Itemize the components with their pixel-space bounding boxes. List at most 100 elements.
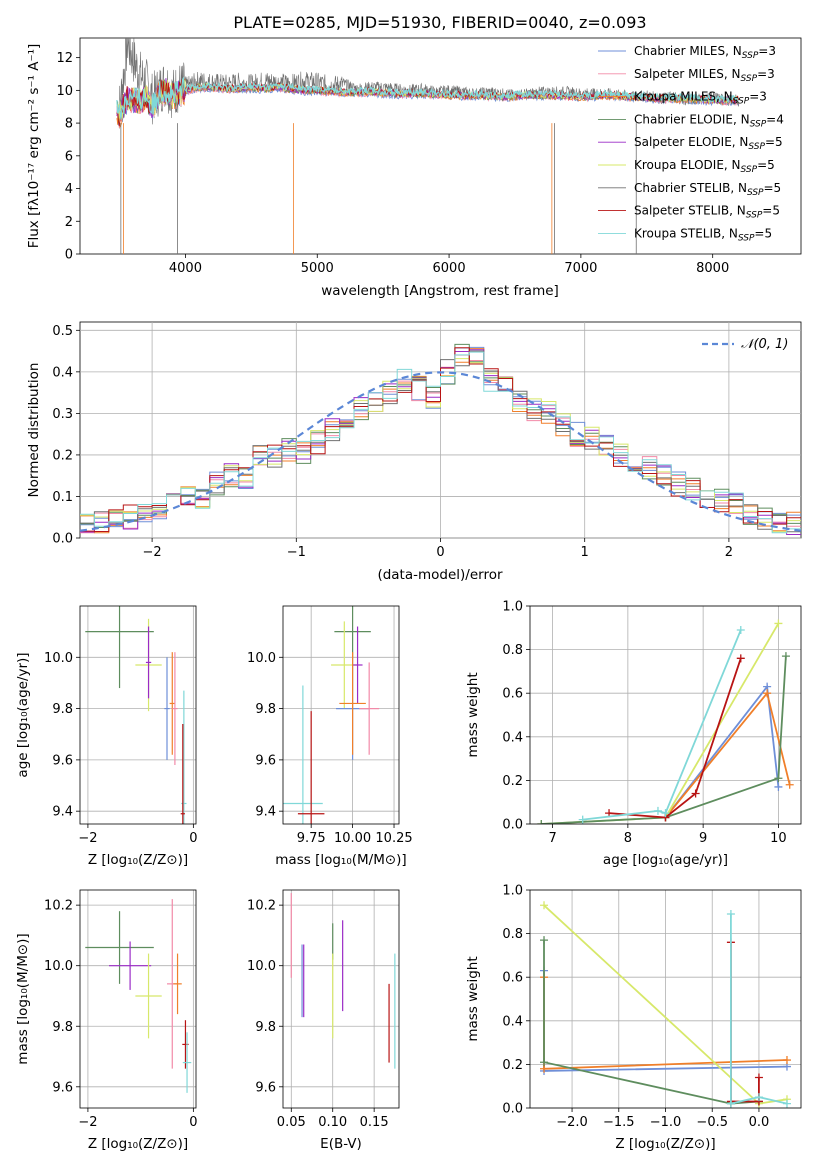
legend-entry-chabrier_stelib: Chabrier STELIB, NSSP=5 bbox=[634, 181, 781, 198]
massweight-vs-z-ytick-label: 0.0 bbox=[502, 1102, 523, 1117]
mass-vs-z-xtick-label: −2 bbox=[78, 1115, 97, 1130]
age-vs-mass-xtick-label: 10.25 bbox=[375, 831, 412, 846]
age-vs-z-axes-frame bbox=[79, 605, 197, 825]
massweight-vs-z-marker-salpeter_stelib bbox=[754, 1073, 763, 1082]
spectrum-panel: PLATE=0285, MJD=51930, FIBERID=0040, z=0… bbox=[26, 13, 802, 299]
massweight-vs-z-xtick-label: −2.0 bbox=[556, 1115, 588, 1130]
age-vs-mass-ytick-label: 9.4 bbox=[255, 805, 276, 820]
mass-vs-ebv-xtick-label: 0.15 bbox=[360, 1115, 389, 1130]
spectrum-ylabel: Flux [fλ10⁻¹⁷ erg cm⁻² s⁻¹ A⁻¹] bbox=[26, 44, 42, 249]
age-vs-mass-axes-frame bbox=[282, 605, 400, 825]
histogram-xtick-label: 0 bbox=[436, 545, 444, 560]
massweight-vs-age-ytick-label: 0.8 bbox=[502, 643, 523, 658]
massweight-vs-z-marker-chabrier_elodie bbox=[540, 1058, 549, 1067]
massweight-vs-age-axes-frame bbox=[529, 605, 802, 825]
histogram-xtick-label: 1 bbox=[581, 545, 589, 560]
age-vs-mass-xlabel: mass [log₁₀(M/M⊙)] bbox=[275, 852, 406, 868]
spectrum-xtick-label: 6000 bbox=[433, 261, 466, 276]
age-vs-z-ytick-label: 9.6 bbox=[52, 753, 73, 768]
massweight-vs-z-ylabel: mass weight bbox=[465, 956, 481, 1041]
legend-entry-salpeter_stelib: Salpeter STELIB, NSSP=5 bbox=[634, 204, 780, 221]
spectrum-axes-frame bbox=[79, 37, 802, 255]
age-vs-mass-ytick-label: 9.8 bbox=[255, 702, 276, 717]
age-vs-z-data bbox=[85, 606, 187, 824]
spectrum-plot-area bbox=[116, 38, 740, 254]
massweight-vs-age-line-chabrier_elodie bbox=[541, 656, 787, 824]
massweight-vs-age-ylabel: mass weight bbox=[465, 672, 481, 757]
legend-entry-salpeter_elodie: Salpeter ELODIE, NSSP=5 bbox=[634, 135, 783, 152]
histogram-xtick-label: 2 bbox=[725, 545, 733, 560]
massweight-vs-age-panel: 7 8 9 10 0.0 0.2 0.4 0.6 0.8 1.0 age [log₁₀(age/yr… bbox=[465, 600, 802, 868]
mass-vs-ebv-data bbox=[290, 893, 396, 1069]
massweight-vs-z-line-chabrier_elodie bbox=[543, 940, 759, 1105]
mass-vs-z-xtick-label: 0 bbox=[189, 1115, 197, 1130]
age-vs-z-panel: −2 0 9.4 9.6 9.8 10.0 Z [log₁₀(Z/Z⊙)] age [log₁… bbox=[15, 605, 198, 868]
model-spectrum-kroupa_stelib bbox=[116, 76, 739, 120]
massweight-vs-z-line-salpeter_stelib bbox=[730, 942, 760, 1103]
massweight-vs-age-line-salpeter_stelib bbox=[608, 658, 742, 819]
histogram-ticks: −2 −1 0 1 2 0.0 0.1 0.2 0.3 0.4 0.5 bbox=[52, 324, 733, 560]
spectrum-ytick-label: 0 bbox=[65, 248, 73, 263]
age-vs-z-ytick-label: 9.4 bbox=[52, 805, 73, 820]
spectrum-series-group bbox=[116, 38, 740, 254]
massweight-vs-age-marker-chabrier_elodie bbox=[774, 774, 783, 783]
massweight-vs-z-xtick-label: −0.5 bbox=[696, 1115, 728, 1130]
massweight-vs-z-marker-kroupa_miles bbox=[782, 1056, 791, 1065]
massweight-vs-z-ytick-label: 0.4 bbox=[502, 1014, 523, 1029]
massweight-vs-z-xtick-label: 0.0 bbox=[749, 1115, 770, 1130]
massweight-vs-z-marker-chabrier_elodie bbox=[540, 936, 549, 945]
massweight-vs-age-marker-kroupa_stelib bbox=[578, 815, 587, 824]
mass-vs-ebv-ytick-label: 10.0 bbox=[247, 959, 276, 974]
massweight-vs-z-marker-kroupa_stelib bbox=[754, 1093, 763, 1102]
massweight-vs-z-data bbox=[540, 901, 791, 1108]
spectrum-ticks: 4000 5000 6000 7000 8000 0 2 4 6 8 10 12 bbox=[56, 51, 729, 276]
massweight-vs-z-panel: −2.0 −1.5 −1.0 −0.5 0.0 0.0 0.2 0.4 0.6 0.8 1.0 Z [… bbox=[465, 884, 802, 1152]
histogram-series-kroupa_stelib bbox=[80, 351, 801, 534]
mass-vs-ebv-axes-frame bbox=[282, 889, 400, 1109]
histogram-xlabel: (data-model)/error bbox=[377, 567, 503, 583]
massweight-vs-z-ytick-label: 0.2 bbox=[502, 1058, 523, 1073]
spectrum-legend: Chabrier MILES, NSSP=3 Salpeter MILES, NS… bbox=[598, 44, 784, 243]
massweight-vs-age-xtick-label: 9 bbox=[699, 831, 707, 846]
histogram-ytick-label: 0.3 bbox=[52, 407, 73, 422]
age-vs-z-xtick-label: −2 bbox=[78, 831, 97, 846]
massweight-vs-age-marker-salpeter_stelib bbox=[691, 789, 700, 798]
mass-vs-z-axes-frame bbox=[79, 889, 197, 1109]
spectrum-ytick-label: 10 bbox=[56, 84, 73, 99]
massweight-vs-age-marker-kroupa_elodie bbox=[774, 619, 783, 628]
massweight-vs-age-marker-kroupa_stelib bbox=[661, 809, 670, 818]
mass-vs-z-ytick-label: 10.0 bbox=[44, 959, 73, 974]
massweight-vs-age-ytick-label: 0.0 bbox=[502, 818, 523, 833]
massweight-vs-z-marker-kroupa_stelib bbox=[726, 1099, 735, 1108]
massweight-vs-z-xtick-label: −1.5 bbox=[603, 1115, 635, 1130]
massweight-vs-age-marker-chabrier_miles bbox=[774, 782, 783, 791]
spectrum-ytick-label: 2 bbox=[65, 215, 73, 230]
spectrum-ytick-label: 12 bbox=[56, 51, 73, 66]
mass-vs-z-data bbox=[85, 899, 192, 1093]
massweight-vs-z-ytick-label: 0.6 bbox=[502, 971, 523, 986]
massweight-vs-age-marker-kroupa_stelib bbox=[736, 625, 745, 634]
histogram-legend: 𝒩(0, 1) bbox=[702, 337, 788, 352]
gaussian-curve bbox=[79, 371, 802, 532]
mass-vs-ebv-ytick-label: 10.2 bbox=[247, 899, 276, 914]
histogram-ytick-label: 0.1 bbox=[52, 490, 73, 505]
histogram-panel: −2 −1 0 1 2 0.0 0.1 0.2 0.3 0.4 0.5 (data-model)/e… bbox=[26, 321, 802, 583]
small-panels: −2 0 9.4 9.6 9.8 10.0 Z [log₁₀(Z/Z⊙)] age [log₁… bbox=[15, 600, 802, 1152]
mass-vs-ebv-ytick-label: 9.6 bbox=[255, 1080, 276, 1095]
age-vs-mass-xtick-label: 10.00 bbox=[334, 831, 371, 846]
massweight-vs-z-ytick-label: 1.0 bbox=[502, 884, 523, 899]
massweight-vs-z-line-kroupa_stelib bbox=[730, 914, 788, 1105]
spectrum-xtick-label: 4000 bbox=[169, 261, 202, 276]
mass-vs-z-panel: −2 0 9.6 9.8 10.0 10.2 Z [log₁₀(Z/Z⊙)] mass [lo… bbox=[15, 889, 198, 1152]
legend-entry-salpeter_miles: Salpeter MILES, NSSP=3 bbox=[634, 67, 775, 84]
histogram-ytick-label: 0.5 bbox=[52, 324, 73, 339]
massweight-vs-z-xlabel: Z [log₁₀(Z/Z⊙)] bbox=[615, 1136, 715, 1152]
massweight-vs-age-marker-kroupa_miles bbox=[785, 780, 794, 789]
massweight-vs-age-marker-salpeter_stelib bbox=[736, 654, 745, 663]
massweight-vs-z-marker-kroupa_elodie bbox=[540, 901, 549, 910]
massweight-vs-age-marker-kroupa_miles bbox=[763, 689, 772, 698]
mass-vs-z-ytick-label: 9.6 bbox=[52, 1080, 73, 1095]
massweight-vs-age-line-kroupa_stelib bbox=[582, 629, 742, 821]
histogram-plot-area bbox=[79, 322, 802, 539]
